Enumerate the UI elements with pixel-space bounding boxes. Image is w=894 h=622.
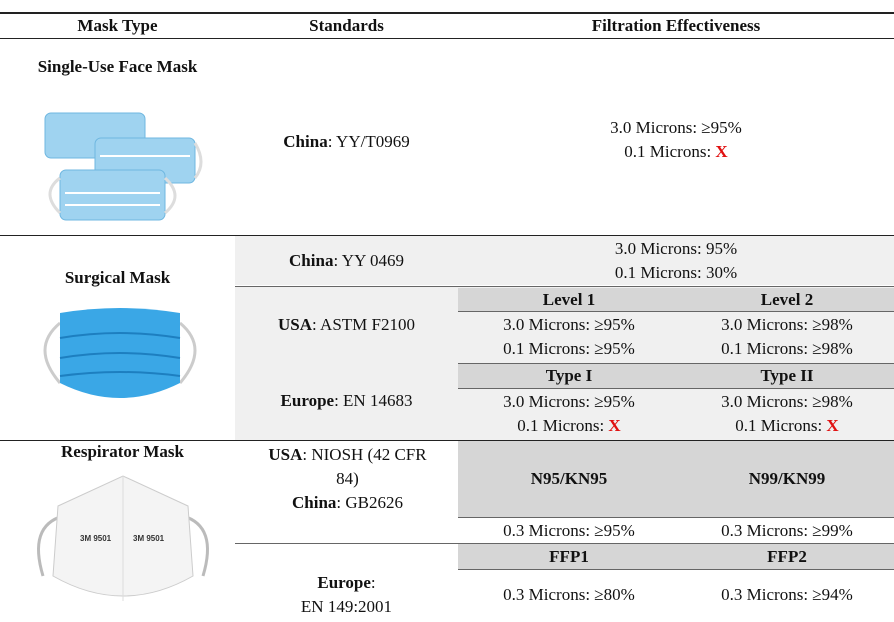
code: : bbox=[370, 573, 376, 592]
filtration-line: 3.0 Microns: ≥95% bbox=[503, 392, 635, 411]
mask-image bbox=[44, 112, 203, 221]
code: : NIOSH (42 CFR 84) bbox=[302, 445, 427, 488]
standard: USA: ASTM F2100 bbox=[235, 312, 458, 338]
standard: Europe: EN 14683 bbox=[235, 388, 458, 414]
rule bbox=[458, 517, 894, 518]
subheading: FFP1 bbox=[549, 546, 589, 566]
filtration-line: 3.0 Microns: ≥95% bbox=[610, 118, 742, 137]
subheading: FFP2 bbox=[767, 546, 807, 566]
filtration-line: 0.1 Microns: bbox=[517, 416, 605, 435]
header-bg bbox=[458, 288, 894, 311]
region: China bbox=[291, 493, 337, 512]
filtration-line: 3.0 Microns: ≥95% bbox=[503, 315, 635, 334]
rule bbox=[235, 286, 894, 287]
subheading: N99/KN99 bbox=[748, 469, 826, 488]
rule bbox=[0, 12, 894, 14]
rule bbox=[0, 235, 894, 236]
filtration-line: 3.0 Microns: ≥98% bbox=[721, 315, 853, 334]
header-bg bbox=[458, 364, 894, 388]
mask-name: Respirator Mask bbox=[61, 442, 184, 461]
code: : YY 0469 bbox=[333, 251, 404, 270]
code: : ASTM F2100 bbox=[312, 315, 415, 334]
header-cell: Standards bbox=[309, 15, 384, 35]
header-bg bbox=[458, 441, 894, 517]
code: : YY/T0969 bbox=[327, 132, 410, 151]
filtration-line: 0.1 Microns: ≥98% bbox=[721, 339, 853, 358]
code: : EN 14683 bbox=[334, 391, 413, 410]
rule bbox=[0, 38, 894, 39]
mask-name: Surgical Mask bbox=[64, 268, 171, 287]
region: China bbox=[289, 251, 334, 270]
region: Europe bbox=[280, 391, 335, 410]
filtration-line: 0.3 Microns: ≥99% bbox=[721, 520, 853, 540]
filtration-line: 0.1 Microns: bbox=[735, 416, 823, 435]
rule bbox=[458, 311, 894, 312]
filtration-line: 0.3 Microns: ≥80% bbox=[503, 585, 635, 604]
filtration: 3.0 Microns: ≥98% 0.1 Microns: X bbox=[680, 389, 894, 439]
filtration-line: 0.1 Microns: 30% bbox=[614, 262, 738, 282]
filtration-line: 0.3 Microns: ≥94% bbox=[721, 585, 853, 604]
rule bbox=[0, 440, 894, 441]
filtration-line: 3.0 Microns: ≥98% bbox=[721, 392, 853, 411]
standard: China: YY/T0969 bbox=[235, 125, 458, 159]
region: USA bbox=[278, 315, 313, 334]
subheading: Level 2 bbox=[760, 289, 814, 309]
filtration: 3.0 Microns: ≥95% 0.1 Microns: ≥95% bbox=[458, 312, 680, 362]
code: EN 149:2001 bbox=[300, 597, 393, 616]
filtration-line: 0.1 Microns: bbox=[624, 142, 712, 161]
header-cell: Mask Type bbox=[77, 15, 158, 35]
rule bbox=[458, 363, 894, 364]
rule bbox=[458, 388, 894, 389]
rule bbox=[458, 569, 894, 570]
region: USA bbox=[268, 445, 303, 464]
filtration: 3.0 Microns: ≥95% 0.1 Microns: X bbox=[458, 115, 894, 165]
header-cell: Filtration Effectiveness bbox=[591, 15, 761, 35]
subheading: Type I bbox=[545, 366, 593, 385]
filtration-line: 3.0 Microns: 95% bbox=[614, 238, 738, 258]
filtration-line: 0.1 Microns: ≥95% bbox=[503, 339, 635, 358]
mask-image: 3M 9501 3M 9501 bbox=[37, 475, 209, 601]
mask-name: Single-Use Face Mask bbox=[37, 57, 198, 76]
filtration: 3.0 Microns: ≥95% 0.1 Microns: X bbox=[458, 389, 680, 439]
region: Europe bbox=[317, 573, 371, 592]
fail-mark: X bbox=[715, 142, 728, 161]
cell-bg bbox=[235, 236, 894, 285]
code: : GB2626 bbox=[336, 493, 403, 512]
filtration-line: 0.3 Microns: ≥95% bbox=[503, 520, 635, 540]
rule bbox=[235, 543, 894, 544]
svg-text:3M 9501: 3M 9501 bbox=[80, 534, 112, 543]
mask-image bbox=[43, 308, 197, 398]
filtration: 3.0 Microns: 95% 0.1 Microns: 30% bbox=[458, 236, 894, 285]
subheading: N95/KN95 bbox=[530, 469, 608, 488]
subheading: Level 1 bbox=[542, 289, 596, 309]
standard: Europe: EN 149:2001 bbox=[235, 570, 458, 620]
standard: USA: NIOSH (42 CFR 84) China: GB2626 bbox=[255, 442, 440, 516]
region: China bbox=[283, 132, 328, 151]
fail-mark: X bbox=[608, 416, 621, 435]
svg-text:3M 9501: 3M 9501 bbox=[133, 534, 165, 543]
fail-mark: X bbox=[826, 416, 839, 435]
subheading: Type II bbox=[760, 366, 814, 385]
filtration: 3.0 Microns: ≥98% 0.1 Microns: ≥98% bbox=[680, 312, 894, 362]
header-bg bbox=[458, 544, 894, 569]
standard: China: YY 0469 bbox=[235, 248, 458, 274]
